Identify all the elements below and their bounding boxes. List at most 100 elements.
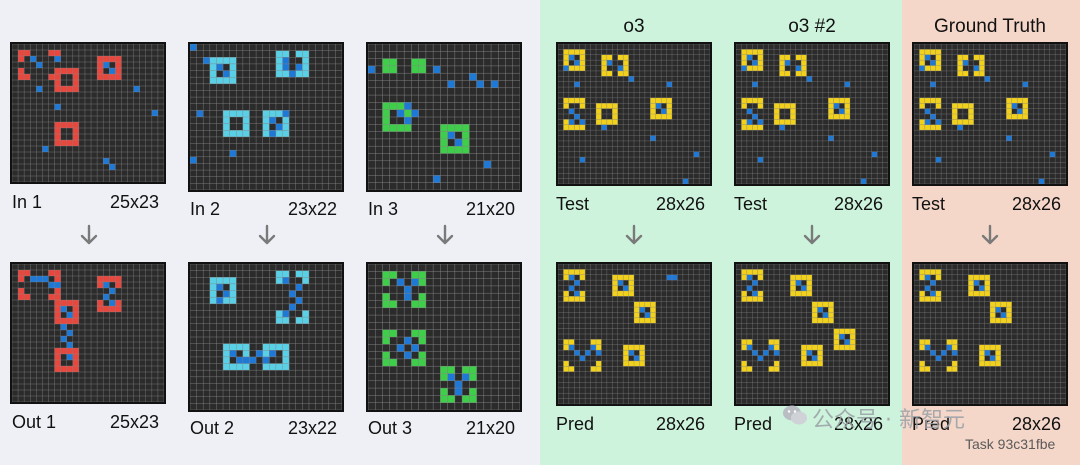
grid-cell xyxy=(1000,312,1007,318)
grid-cell xyxy=(612,108,618,114)
task-id: Task 93c31fbe xyxy=(965,436,1056,452)
grid-cell xyxy=(229,150,237,157)
grid-cell xyxy=(741,49,747,55)
grid-cell xyxy=(282,277,290,284)
grid-cell xyxy=(784,119,791,125)
grid-cell xyxy=(957,124,963,131)
grid-cell xyxy=(623,70,629,77)
grid-cell xyxy=(957,65,963,71)
grid-cell xyxy=(935,97,942,104)
grid-cell xyxy=(216,277,224,284)
grid-cell xyxy=(746,119,753,125)
grid-cell xyxy=(757,119,764,125)
grid-cell xyxy=(924,296,931,302)
grid-cell xyxy=(757,49,764,55)
grid-cell xyxy=(623,54,629,61)
grid-cell xyxy=(935,269,942,275)
grid-cell xyxy=(757,54,764,61)
grid-cell xyxy=(469,388,477,396)
grid-cell xyxy=(54,128,61,134)
grid-cell xyxy=(790,114,796,120)
grid-cell xyxy=(839,97,845,104)
grid-cell xyxy=(60,68,67,74)
grid-cell xyxy=(612,103,618,109)
grid-cell xyxy=(302,270,309,278)
output-grid-2 xyxy=(188,262,344,412)
grid-cell xyxy=(801,274,807,281)
grid-cell xyxy=(563,103,569,109)
grid-cell xyxy=(828,108,834,114)
grid-cell xyxy=(396,124,405,132)
grid-cell xyxy=(741,344,747,351)
grid-cell xyxy=(790,290,796,297)
grid-cell xyxy=(447,124,455,132)
grid-cell xyxy=(752,65,758,71)
grid-cell xyxy=(1006,103,1012,109)
output-label-1: Out 1 xyxy=(12,412,57,432)
grid-cell xyxy=(935,119,942,125)
grid-cell xyxy=(223,110,230,117)
grid-cell xyxy=(924,274,931,281)
grid-cell xyxy=(418,58,426,66)
grid-cell xyxy=(752,60,758,66)
grid-cell xyxy=(666,108,672,114)
grid-cell xyxy=(752,97,758,104)
grid-cell xyxy=(574,60,580,66)
grid-cell xyxy=(650,307,656,313)
grid-cell xyxy=(919,97,925,104)
grid-cell xyxy=(295,70,303,78)
grid-cell xyxy=(596,360,602,367)
grid-cell xyxy=(24,50,31,56)
grid-cell xyxy=(924,65,931,71)
grid-cell xyxy=(568,269,575,275)
grid-cell xyxy=(568,274,575,281)
grid-cell xyxy=(973,274,980,281)
grid-cell xyxy=(103,62,110,68)
grid-cell xyxy=(18,50,25,56)
grid-cell xyxy=(801,60,807,66)
grid-cell xyxy=(54,134,61,140)
grid-cell xyxy=(382,358,390,367)
grid-cell xyxy=(289,70,296,78)
grid-cell xyxy=(18,276,25,282)
grid-cell xyxy=(968,103,974,109)
grid-cell xyxy=(462,395,470,403)
input-size-1: 25x23 xyxy=(110,192,160,212)
grid-cell xyxy=(795,54,802,61)
grid-cell xyxy=(817,344,823,351)
grid-cell xyxy=(103,276,110,282)
grid-cell xyxy=(54,306,61,312)
grid-cell xyxy=(72,306,79,312)
grid-cell xyxy=(574,296,580,302)
grid-cell xyxy=(97,306,104,312)
grid-cell xyxy=(655,103,662,109)
input-grid-1 xyxy=(10,42,166,184)
grid-cell xyxy=(418,351,426,359)
grid-cell xyxy=(382,109,390,117)
grid-cell xyxy=(995,355,1001,361)
grid-cell xyxy=(18,68,25,74)
grid-cell xyxy=(282,356,290,364)
grid-cell xyxy=(579,49,586,55)
grid-cell xyxy=(66,122,73,128)
test-label-o3-2: Test xyxy=(734,194,768,214)
grid-cell xyxy=(568,124,575,131)
grid-cell xyxy=(995,360,1001,367)
grid-cell xyxy=(1011,103,1018,109)
grid-cells xyxy=(368,44,520,190)
grid-cell xyxy=(223,77,230,84)
grid-cell xyxy=(574,65,580,71)
grid-cell xyxy=(990,317,996,324)
grid-cell xyxy=(440,388,448,396)
grid-cell xyxy=(447,131,455,139)
grid-cell xyxy=(741,97,747,104)
grid-cell xyxy=(596,108,602,114)
grid-cell xyxy=(1049,151,1056,158)
grid-cell xyxy=(952,366,958,372)
grid-cell xyxy=(133,86,140,92)
grid-cell xyxy=(275,317,283,324)
grid-cell xyxy=(418,65,426,74)
grid-cell xyxy=(973,290,980,297)
grid-cell xyxy=(644,301,651,308)
grid-cell xyxy=(628,350,634,356)
